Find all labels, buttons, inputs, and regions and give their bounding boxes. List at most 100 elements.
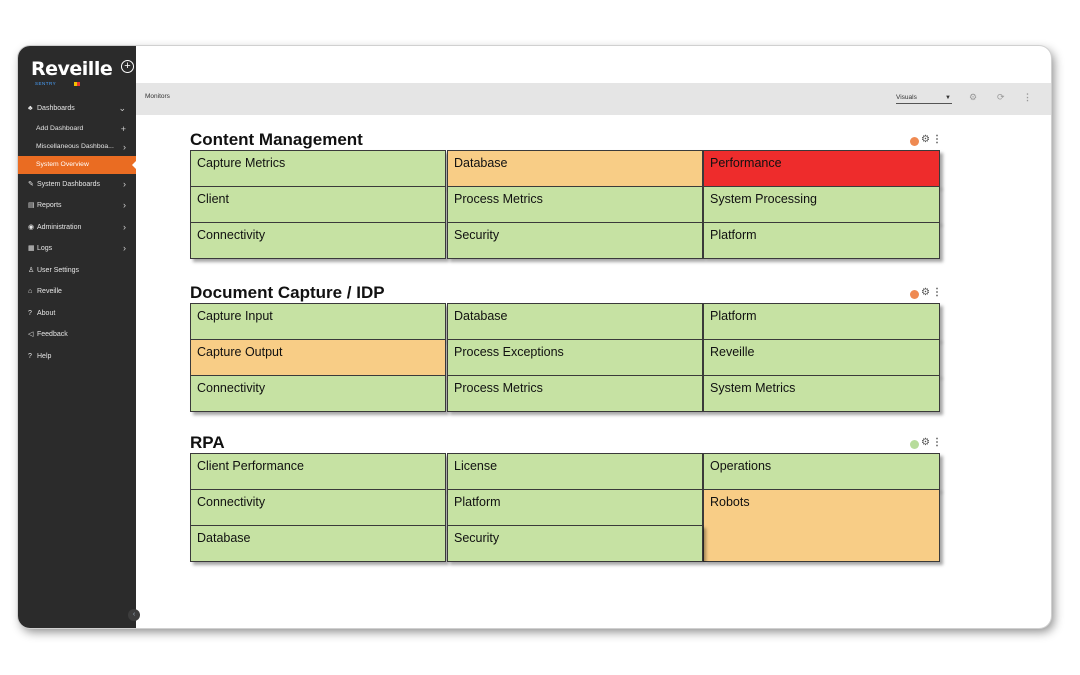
logo-flag-icon — [74, 82, 80, 86]
monitor-tile-platform[interactable]: Platform — [447, 489, 703, 526]
chevron-down-icon: ⌄ — [118, 103, 126, 113]
gear-icon[interactable]: ⚙ — [969, 92, 978, 102]
app-window: Reveille + SENTRY ♣ Dashboards ⌄ Add Dashbo… — [18, 46, 1051, 628]
header-bar: Monitors Visuals ▼ ⚙ ⟳ ⋮ — [136, 83, 1051, 115]
sidebar-item-label: Dashboards — [37, 105, 75, 112]
monitor-tile-label: Robots — [710, 495, 750, 509]
monitor-tile-client[interactable]: Client — [190, 186, 446, 223]
sidebar-item-help[interactable]: ? Help — [18, 346, 136, 368]
sidebar-nav: ♣ Dashboards ⌄ Add Dashboard + Miscellaneous … — [18, 98, 136, 367]
logo-text: Reveille — [31, 58, 113, 80]
chevron-right-icon: › — [123, 243, 126, 253]
monitor-tile-process-metrics[interactable]: Process Metrics — [447, 186, 703, 223]
monitor-tile-database[interactable]: Database — [447, 303, 703, 340]
monitor-tile-label: Process Metrics — [454, 192, 543, 206]
section-title: RPA — [190, 433, 225, 452]
chevron-right-icon: › — [123, 141, 126, 152]
gear-icon[interactable]: ⚙ — [921, 134, 930, 145]
refresh-icon[interactable]: ⟳ — [997, 92, 1005, 102]
more-options-icon[interactable]: ⋮ — [932, 437, 942, 448]
sidebar-item-system-overview[interactable]: System Overview — [18, 155, 136, 174]
monitor-tile-label: Capture Input — [197, 309, 273, 323]
more-options-icon[interactable]: ⋮ — [1023, 92, 1032, 102]
monitor-tile-label: Client Performance — [197, 459, 304, 473]
monitor-tile-database[interactable]: Database — [190, 525, 446, 562]
megaphone-icon: ◁ — [28, 331, 34, 338]
monitor-tile-performance[interactable]: Performance — [703, 150, 940, 187]
sidebar-item-feedback[interactable]: ◁ Feedback — [18, 324, 136, 346]
home-icon: ⌂ — [28, 288, 33, 295]
monitor-tile-connectivity[interactable]: Connectivity — [190, 222, 446, 259]
sidebar-item-administration[interactable]: ◉ Administration › — [18, 217, 136, 239]
monitor-tile-process-exceptions[interactable]: Process Exceptions — [447, 339, 703, 376]
sidebar-item-label: About — [37, 309, 56, 317]
monitor-tile-label: Security — [454, 228, 500, 242]
monitor-tile-security[interactable]: Security — [447, 222, 703, 259]
monitor-tile-reveille[interactable]: Reveille — [703, 339, 940, 376]
sidebar-item-user-settings[interactable]: ♙ User Settings — [18, 260, 136, 282]
monitor-tile-system-metrics[interactable]: System Metrics — [703, 375, 940, 412]
monitor-tile-database[interactable]: Database — [447, 150, 703, 187]
monitor-tile-label: Connectivity — [197, 228, 266, 242]
monitor-tile-operations[interactable]: Operations — [703, 453, 940, 490]
sidebar-item-add-dashboard[interactable]: Add Dashboard + — [18, 120, 136, 138]
sidebar-item-label: User Settings — [37, 266, 80, 274]
sidebar-item-label: System Dashboards — [37, 180, 101, 188]
logo-plus-icon: + — [121, 60, 134, 73]
sidebar-item-label: Reports — [37, 202, 62, 209]
more-options-icon[interactable]: ⋮ — [932, 134, 942, 145]
monitor-tile-security[interactable]: Security — [447, 525, 703, 562]
collapse-sidebar-button[interactable]: ‹ — [128, 609, 140, 621]
active-indicator — [132, 160, 136, 169]
sidebar-item-label: Add Dashboard — [36, 124, 84, 132]
question-icon: ? — [28, 352, 32, 360]
sidebar-item-label: Feedback — [37, 331, 68, 338]
sidebar-item-dashboards[interactable]: ♣ Dashboards ⌄ — [18, 98, 136, 120]
gear-icon[interactable]: ⚙ — [921, 437, 930, 448]
monitor-tile-label: Connectivity — [197, 495, 266, 509]
sidebar-item-label: System Overview — [36, 160, 89, 168]
monitor-tile-process-metrics[interactable]: Process Metrics — [447, 375, 703, 412]
sidebar-item-system-dashboards[interactable]: ✎ System Dashboards › — [18, 174, 136, 196]
monitor-tile-robots[interactable]: Robots — [703, 489, 940, 562]
monitor-tile-connectivity[interactable]: Connectivity — [190, 375, 446, 412]
plus-icon: + — [120, 123, 126, 134]
gear-icon[interactable]: ⚙ — [921, 287, 930, 298]
visuals-select-value: Visuals — [896, 94, 917, 101]
monitor-tile-label: Performance — [710, 156, 782, 170]
status-dot — [910, 440, 919, 449]
sidebar-item-logs[interactable]: ▦ Logs › — [18, 238, 136, 260]
sidebar-item-label: Help — [37, 352, 52, 360]
more-options-icon[interactable]: ⋮ — [932, 287, 942, 298]
sidebar-item-reports[interactable]: ▤ Reports › — [18, 195, 136, 217]
monitor-tile-label: Capture Output — [197, 345, 283, 359]
chart-icon: ▤ — [28, 202, 35, 209]
eye-icon: ◉ — [28, 223, 35, 231]
monitor-tile-label: Platform — [710, 228, 757, 242]
monitor-tile-label: Platform — [454, 495, 501, 509]
monitor-tile-platform[interactable]: Platform — [703, 303, 940, 340]
monitor-tile-label: Capture Metrics — [197, 156, 286, 170]
monitor-tile-license[interactable]: License — [447, 453, 703, 490]
visuals-select[interactable]: Visuals ▼ — [896, 92, 952, 104]
monitor-tile-label: Platform — [710, 309, 757, 323]
dashboard-icon: ♣ — [28, 105, 33, 112]
logo-subtitle: SENTRY — [35, 81, 57, 86]
user-icon: ♙ — [28, 266, 35, 274]
monitor-tile-capture-metrics[interactable]: Capture Metrics — [190, 150, 446, 187]
monitor-tile-connectivity[interactable]: Connectivity — [190, 489, 446, 526]
monitor-tile-capture-output[interactable]: Capture Output — [190, 339, 446, 376]
sidebar-item-about[interactable]: ? About — [18, 303, 136, 325]
monitor-tile-label: Connectivity — [197, 381, 266, 395]
sidebar-item-miscellaneous-dashboa[interactable]: Miscellaneous Dashboa... › — [18, 138, 136, 156]
sidebar-item-reveille[interactable]: ⌂ Reveille — [18, 281, 136, 303]
monitor-tile-label: System Metrics — [710, 381, 796, 395]
section-status-controls: ⚙ ⋮ — [910, 437, 942, 450]
monitor-tile-platform[interactable]: Platform — [703, 222, 940, 259]
monitor-tile-system-processing[interactable]: System Processing — [703, 186, 940, 223]
monitor-tile-label: Operations — [710, 459, 772, 473]
monitor-tile-capture-input[interactable]: Capture Input — [190, 303, 446, 340]
sidebar-item-label: Reveille — [37, 288, 62, 295]
monitor-tile-label: Reveille — [710, 345, 755, 359]
monitor-tile-client-performance[interactable]: Client Performance — [190, 453, 446, 490]
